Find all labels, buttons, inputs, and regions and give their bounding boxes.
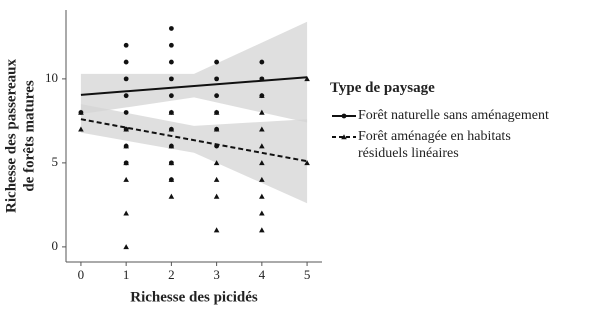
point bbox=[168, 76, 174, 82]
point bbox=[259, 193, 265, 199]
point bbox=[214, 76, 220, 82]
point bbox=[213, 126, 220, 132]
y-tick-label: 10 bbox=[45, 70, 58, 85]
x-axis-title: Richesse des picidés bbox=[130, 289, 258, 305]
point bbox=[259, 143, 265, 149]
point bbox=[168, 109, 175, 115]
point bbox=[123, 176, 129, 182]
legend-title: Type de paysage bbox=[330, 80, 435, 96]
y-axis-title: de forêts matures bbox=[21, 80, 37, 192]
point bbox=[123, 110, 129, 115]
confidence-band bbox=[80, 104, 308, 204]
point bbox=[123, 76, 129, 82]
point bbox=[259, 92, 265, 98]
y-axis-title: Richesse des passereaux bbox=[3, 59, 19, 213]
point bbox=[123, 244, 129, 250]
point bbox=[259, 109, 265, 115]
point bbox=[213, 227, 220, 233]
legend-label: Forêt aménagée en habitats résiduels lin… bbox=[358, 129, 511, 161]
point bbox=[123, 160, 129, 166]
point bbox=[168, 176, 175, 182]
point bbox=[259, 227, 265, 233]
y-tick-label: 5 bbox=[52, 154, 59, 169]
point bbox=[214, 93, 220, 99]
x-tick-label: 0 bbox=[78, 267, 85, 282]
point bbox=[259, 160, 265, 166]
legend-label: Forêt naturelle sans aménagement bbox=[358, 108, 549, 123]
point bbox=[123, 143, 129, 149]
point bbox=[213, 176, 220, 182]
legend-entry: Forêt naturelle sans aménagement bbox=[330, 107, 563, 124]
point bbox=[213, 109, 220, 115]
point bbox=[123, 42, 129, 48]
point bbox=[168, 26, 174, 31]
point bbox=[123, 210, 129, 216]
point bbox=[168, 143, 175, 149]
point bbox=[259, 210, 265, 216]
chart: Richesse des picidés Richesse des passer… bbox=[3, 10, 322, 305]
y-tick-label: 0 bbox=[52, 238, 59, 253]
fit-line bbox=[80, 76, 308, 96]
point bbox=[259, 176, 265, 182]
point bbox=[168, 193, 175, 199]
point bbox=[213, 193, 220, 199]
legend-entry: Forêt aménagée en habitats résiduels lin… bbox=[330, 128, 563, 162]
fit-line bbox=[80, 118, 308, 163]
x-tick-label: 3 bbox=[213, 267, 220, 282]
point bbox=[304, 160, 310, 166]
x-tick-label: 1 bbox=[123, 267, 130, 282]
point bbox=[259, 126, 265, 132]
point bbox=[78, 126, 84, 132]
point bbox=[168, 160, 175, 166]
point bbox=[168, 126, 175, 132]
point bbox=[214, 59, 220, 65]
point bbox=[304, 76, 310, 82]
legend-key bbox=[332, 113, 356, 119]
point bbox=[168, 59, 174, 65]
point bbox=[341, 134, 347, 140]
point bbox=[78, 109, 84, 115]
point bbox=[123, 126, 129, 132]
legend-key bbox=[332, 134, 356, 140]
point bbox=[259, 59, 265, 65]
point bbox=[123, 93, 129, 99]
x-tick-label: 2 bbox=[168, 267, 175, 282]
legend: Type de paysage Forêt naturelle sans amé… bbox=[330, 80, 563, 166]
point bbox=[341, 113, 347, 119]
x-tick-label: 5 bbox=[304, 267, 311, 282]
confidence-band bbox=[80, 21, 308, 123]
point bbox=[168, 42, 174, 48]
point bbox=[213, 160, 220, 166]
x-tick-label: 4 bbox=[259, 267, 266, 282]
point bbox=[168, 93, 174, 99]
point bbox=[123, 59, 129, 65]
